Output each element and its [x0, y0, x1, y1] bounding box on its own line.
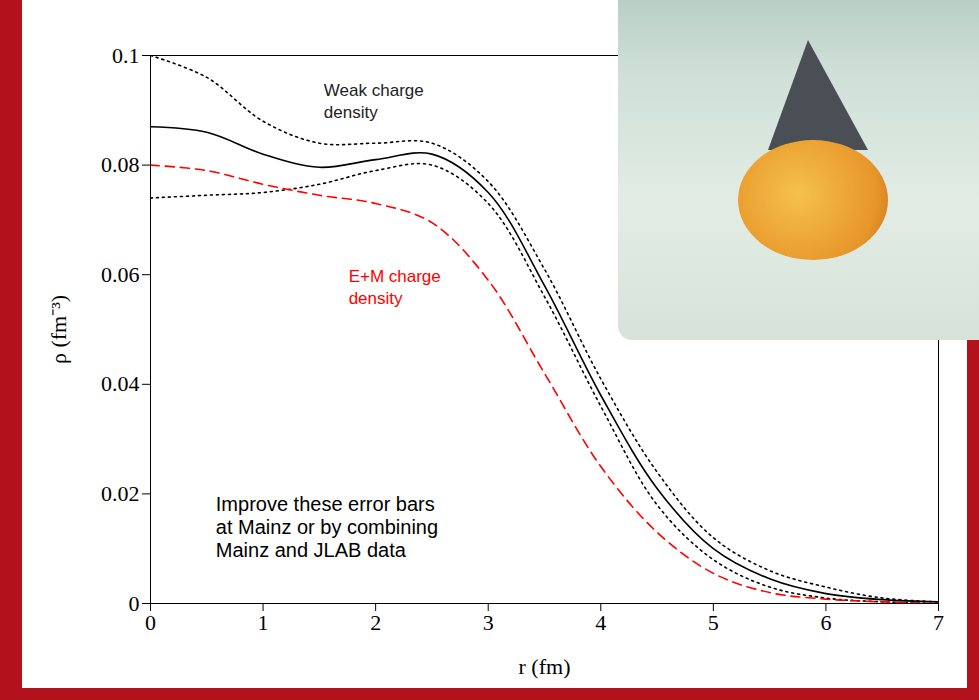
svg-text:5: 5: [708, 610, 719, 635]
svg-text:6: 6: [820, 610, 831, 635]
svg-text:7: 7: [933, 610, 944, 635]
svg-text:1: 1: [258, 610, 269, 635]
svg-text:E+M chargedensity: E+M chargedensity: [349, 267, 441, 308]
svg-text:r (fm): r (fm): [519, 654, 571, 679]
svg-text:0: 0: [129, 591, 140, 616]
svg-text:3: 3: [483, 610, 494, 635]
svg-text:0.08: 0.08: [101, 152, 140, 177]
svg-text:Improve these error barsat Mai: Improve these error barsat Mainz or by c…: [216, 493, 438, 561]
svg-text:0.04: 0.04: [101, 371, 140, 396]
svg-text:0.06: 0.06: [101, 262, 140, 287]
svg-text:4: 4: [595, 610, 606, 635]
svg-text:ρ (fm⁻³): ρ (fm⁻³): [46, 295, 71, 364]
svg-text:2: 2: [370, 610, 381, 635]
svg-text:Weak chargedensity: Weak chargedensity: [324, 81, 424, 122]
svg-text:0: 0: [145, 610, 156, 635]
svg-text:0.02: 0.02: [101, 481, 140, 506]
svg-text:0.1: 0.1: [112, 43, 140, 68]
